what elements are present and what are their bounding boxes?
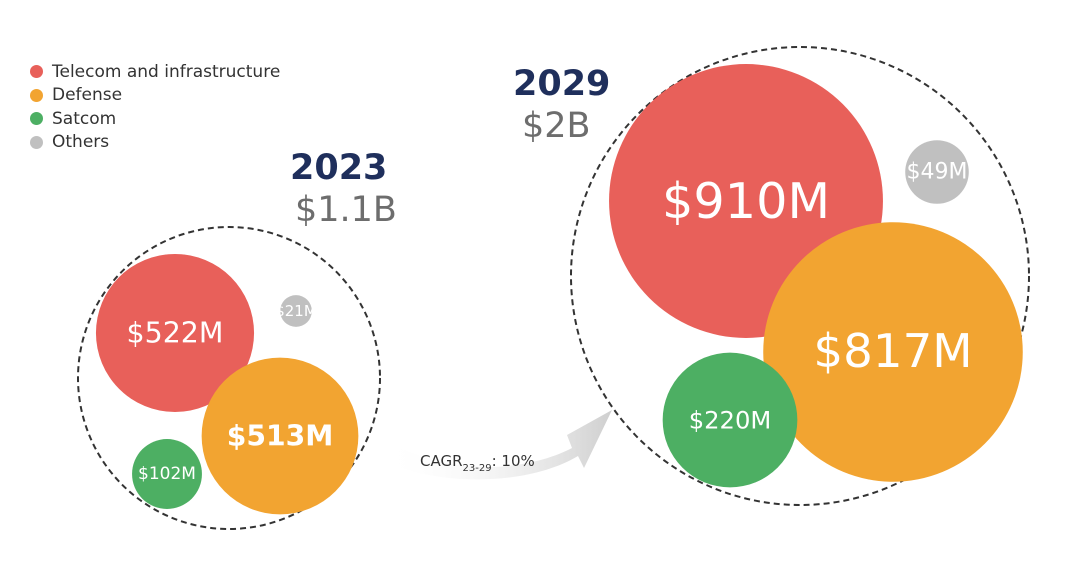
legend-item-telecom: Telecom and infrastructure xyxy=(30,60,280,84)
bubbles: $522M $513M $102M $21M $910M $817M $220M $49M xyxy=(95,64,1023,515)
legend-dot-others xyxy=(30,135,43,149)
group-boundary-2029 xyxy=(570,46,1030,506)
legend-label-others: Others xyxy=(52,132,110,153)
bubble-2029-defense xyxy=(763,222,1023,482)
legend-label-telecom: Telecom and infrastructure xyxy=(52,61,281,82)
bubble-label-2023-others: $21M xyxy=(275,302,317,320)
group-boundary-2023 xyxy=(77,226,381,530)
year-2029: 2029 xyxy=(513,64,611,104)
growth-arrow xyxy=(382,410,612,480)
legend: Telecom and infrastructure Defense Satco… xyxy=(30,60,280,154)
bubble-2023-defense xyxy=(201,357,359,515)
bubble-2029-satcom xyxy=(662,352,798,488)
cagr-suffix: : 10% xyxy=(492,452,535,470)
bubble-label-2023-satcom: $102M xyxy=(138,464,196,484)
legend-dot-defense xyxy=(30,88,43,102)
legend-dot-telecom xyxy=(30,65,43,79)
cagr-subscript: 23-29 xyxy=(463,463,492,474)
bubble-2023-telecom xyxy=(95,253,255,413)
bubble-2029-others xyxy=(905,140,969,204)
bubble-label-2023-telecom: $522M xyxy=(127,317,224,350)
total-2023: $1.1B xyxy=(295,190,397,230)
legend-label-satcom: Satcom xyxy=(52,108,117,129)
bubble-2023-others xyxy=(280,295,312,327)
legend-dot-satcom xyxy=(30,112,43,126)
legend-item-defense: Defense xyxy=(30,84,280,108)
legend-item-satcom: Satcom xyxy=(30,107,280,131)
bubble-label-2029-satcom: $220M xyxy=(689,406,772,435)
total-2029: $2B xyxy=(522,106,591,146)
bubble-label-2023-defense: $513M xyxy=(227,420,334,453)
year-2023: 2023 xyxy=(290,148,388,188)
legend-item-others: Others xyxy=(30,131,280,155)
bubble-2023-satcom xyxy=(132,439,202,509)
bubble-label-2029-telecom: $910M xyxy=(662,172,830,230)
legend-label-defense: Defense xyxy=(52,85,123,106)
cagr-prefix: CAGR xyxy=(420,452,463,470)
cagr-annotation: CAGR23-29: 10% xyxy=(420,452,535,474)
bubble-label-2029-others: $49M xyxy=(907,160,968,185)
bubble-label-2029-defense: $817M xyxy=(813,325,972,379)
